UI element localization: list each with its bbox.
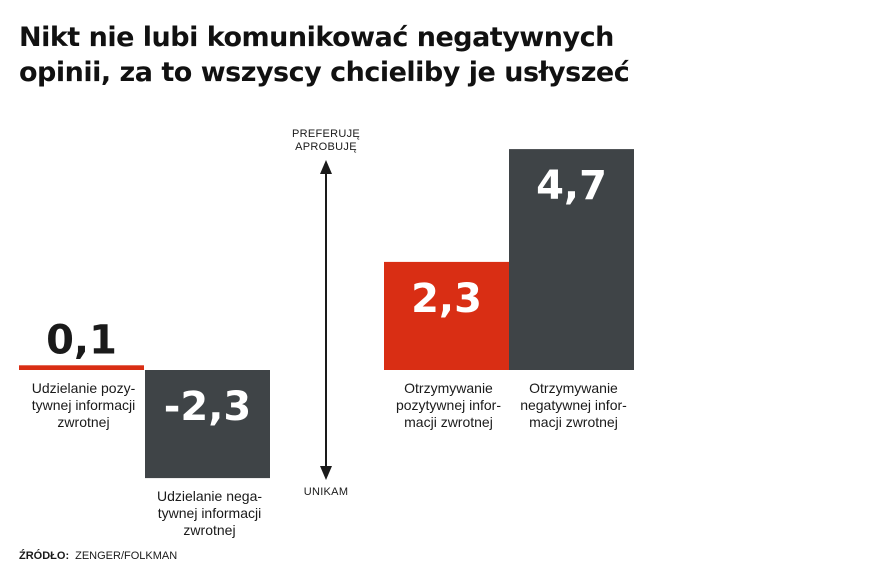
source-note: ŹRÓDŁO: ZENGER/FOLKMAN bbox=[19, 550, 177, 562]
category-label-4: Otrzymywanie negatywnej infor-macji zwrot… bbox=[511, 380, 636, 431]
category-label-2-line-3: zwrotnej bbox=[183, 522, 236, 539]
value-label-3: 2,3 bbox=[411, 276, 482, 322]
axis-top-label-line-1: PREFERUJĘ bbox=[291, 128, 361, 140]
vertical-axis bbox=[320, 160, 332, 480]
category-label-2: Udzielanie nega-tywnej informacji zwrotne… bbox=[147, 488, 272, 539]
category-label-2-line-2: tywnej informacji bbox=[157, 505, 262, 522]
category-label-4-line-2: negatywnej infor- bbox=[520, 397, 627, 413]
chart-title-line-1: Nikt nie lubi komunikować negatywnych bbox=[19, 22, 614, 53]
category-label-3-line-1: Otrzymywanie bbox=[404, 380, 493, 396]
bar-2 bbox=[145, 370, 270, 479]
chart-title: Nikt nie lubi komunikować negatywnych op… bbox=[19, 20, 719, 90]
category-label-3-line-2: pozytywnej infor- bbox=[395, 397, 502, 413]
value-label-2: -2,3 bbox=[164, 384, 251, 430]
axis-top-label-line-2: APROBUJĘ bbox=[295, 141, 357, 153]
chart-title-line-2: opinii, za to wszyscy chcieliby je usłys… bbox=[19, 57, 630, 88]
category-label-1: Udzielanie pozy-tywnej informacji zwrotne… bbox=[21, 380, 146, 431]
bars-group: 0,1 -2,3 2,3 4,7 bbox=[19, 149, 634, 479]
axis-top-label: PREFERUJĘ APROBUJĘ bbox=[286, 128, 366, 154]
bar-1 bbox=[19, 365, 144, 370]
category-label-2-line-1: Udzielanie nega- bbox=[156, 488, 263, 505]
axis-arrow-up-icon bbox=[320, 160, 332, 174]
category-label-3-line-3: macji zwrotnej bbox=[404, 414, 493, 430]
category-label-1-line-2: tywnej informacji bbox=[31, 397, 136, 413]
bar-4 bbox=[509, 149, 634, 370]
value-label-1: 0,1 bbox=[46, 317, 117, 363]
source-text: ZENGER/FOLKMAN bbox=[75, 550, 178, 562]
category-label-4-line-1: Otrzymywanie bbox=[529, 380, 618, 396]
category-label-3: Otrzymywanie pozytywnej infor-macji zwrot… bbox=[386, 380, 511, 431]
category-label-4-line-3: macji zwrotnej bbox=[529, 414, 618, 430]
axis-arrow-down-icon bbox=[320, 466, 332, 480]
category-label-1-line-3: zwrotnej bbox=[57, 414, 110, 430]
bar-3 bbox=[384, 261, 509, 370]
value-label-4: 4,7 bbox=[536, 163, 607, 209]
axis-bottom-label: UNIKAM bbox=[303, 486, 349, 498]
source-label: ŹRÓDŁO: bbox=[19, 550, 70, 562]
category-label-1-line-1: Udzielanie pozy- bbox=[31, 380, 136, 396]
